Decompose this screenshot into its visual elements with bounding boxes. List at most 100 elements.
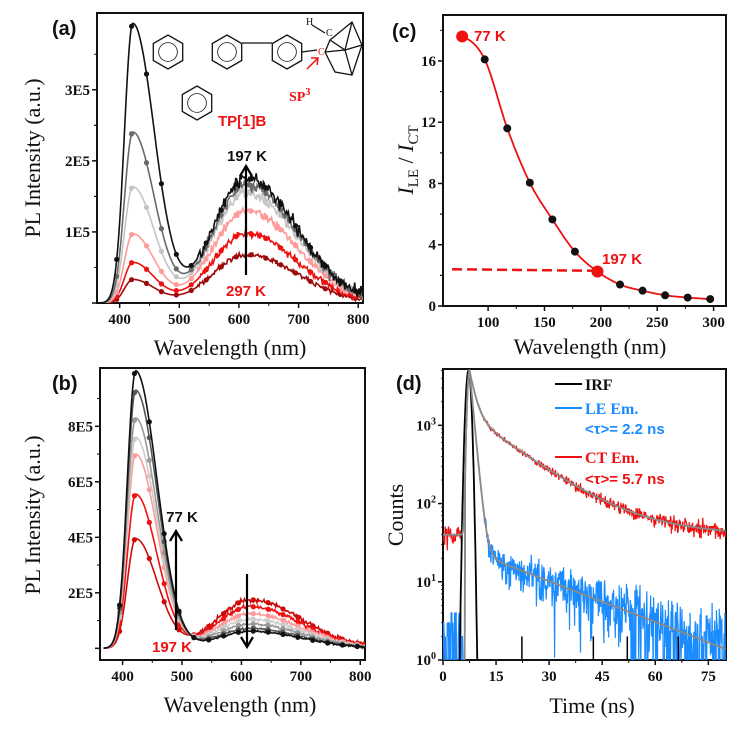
arrow-b-down-head (240, 636, 254, 650)
spectrum-marker (158, 181, 165, 187)
atom-c1: C (326, 28, 333, 39)
x-tick-label: 500 (168, 312, 191, 328)
panel-b-data (103, 369, 365, 651)
spectrum-line (100, 185, 363, 303)
ylabel-i2: I (393, 143, 418, 153)
spectrum-marker (265, 622, 271, 628)
spectrum-marker (218, 207, 224, 213)
benzene-ring-aromatic (277, 42, 297, 62)
benzene-ring (211, 34, 243, 70)
panel-b-ylabel: PL Intensity (a.u.) (20, 435, 45, 594)
dashed-guide-line (452, 267, 598, 273)
series-177k (103, 493, 365, 650)
spectrum-marker (203, 277, 209, 283)
spectrum-marker (295, 623, 301, 629)
data-point (683, 293, 692, 302)
spectrum-marker (203, 267, 209, 273)
spectrum-marker (263, 255, 269, 261)
spectrum-marker (339, 642, 346, 648)
tick-base: 10 (416, 497, 431, 513)
spectrum-line (103, 493, 365, 650)
spectrum-marker (176, 608, 182, 614)
panel-b-xlabel: Wavelength (nm) (164, 692, 317, 717)
panel-c-axes: 100 150 200 250 300 0 4 8 12 16 (421, 14, 727, 331)
spectrum-marker (143, 204, 150, 211)
data-point (638, 286, 647, 295)
plot-frame (99, 367, 366, 661)
series-157k (103, 453, 365, 650)
legend-ct-lifetime: <τ>= 5.7 ns (585, 471, 665, 488)
panel-d-data (443, 369, 726, 660)
sp3-label: SP3 (289, 87, 310, 105)
spectrum-marker (146, 457, 152, 463)
x-tick-label: 400 (111, 669, 134, 685)
spectrum-marker (233, 233, 239, 240)
x-tick-label: 0 (439, 669, 447, 685)
data-point (525, 178, 534, 187)
spectrum-marker (322, 286, 329, 292)
x-tick-label: 700 (287, 312, 310, 328)
spectrum-marker (278, 201, 284, 208)
plot-frame (442, 14, 727, 307)
spectrum-marker (307, 244, 314, 251)
spectrum-marker (191, 635, 197, 641)
tick-exponent: 0 (431, 651, 436, 662)
annotation-c-77k: 77 K (474, 28, 506, 45)
spectrum-marker (307, 259, 314, 265)
spectrum-marker (280, 606, 286, 612)
spectrum-marker (280, 631, 286, 637)
arrow-a-up-head (239, 163, 253, 177)
spectrum-marker (188, 287, 194, 294)
tick-exponent: 2 (431, 495, 436, 506)
fit-curve (461, 35, 711, 300)
legend-le-lifetime: <τ>= 2.2 ns (585, 421, 665, 438)
atom-h: H (306, 17, 313, 28)
spectrum-marker (278, 245, 284, 251)
spectrum-marker (206, 637, 212, 643)
data-point (616, 280, 625, 289)
spectrum-marker (265, 600, 271, 606)
spectrum-marker (146, 473, 152, 479)
spectrum-marker (280, 617, 286, 623)
x-tick-label: 15 (489, 669, 504, 685)
legend-ct: CT Em. (585, 450, 639, 467)
spectrum-marker (263, 190, 269, 197)
spectrum-marker (263, 214, 269, 220)
data-point (570, 247, 579, 256)
spectrum-marker (128, 23, 135, 29)
spectrum-marker (173, 292, 179, 298)
spectrum-marker (173, 274, 179, 280)
y-tick-label: 3E5 (65, 83, 90, 99)
y-tick-label: 4 (429, 238, 437, 254)
y-tick-label: 100 (416, 651, 436, 669)
y-tick-label: 8E5 (68, 419, 93, 435)
spectrum-marker (128, 260, 135, 266)
spectrum-marker (158, 268, 165, 274)
spectrum-marker (324, 640, 331, 646)
spectrum-marker (143, 71, 150, 77)
spectrum-marker (280, 622, 286, 628)
tick-exponent: 1 (431, 573, 436, 584)
tick-base: 10 (416, 418, 431, 434)
spectrum-marker (131, 453, 138, 459)
spectrum-marker (158, 248, 165, 255)
spectrum-marker (161, 599, 167, 605)
spectrum-line (103, 369, 365, 649)
x-tick-label: 250 (646, 315, 669, 331)
spectrum-marker (263, 198, 269, 204)
y-tick-label: 101 (416, 573, 436, 591)
spectrum-marker (203, 256, 209, 262)
spectrum-marker (337, 278, 343, 284)
series-77k (103, 369, 365, 650)
spectrum-line (103, 436, 365, 650)
spectrum-marker (146, 487, 152, 493)
molecule-structure (152, 20, 363, 121)
spectrum-marker (188, 267, 194, 273)
spectrum-marker (173, 266, 179, 272)
spectrum-marker (295, 614, 301, 620)
spectrum-marker (248, 231, 254, 237)
series-197k (100, 22, 363, 303)
